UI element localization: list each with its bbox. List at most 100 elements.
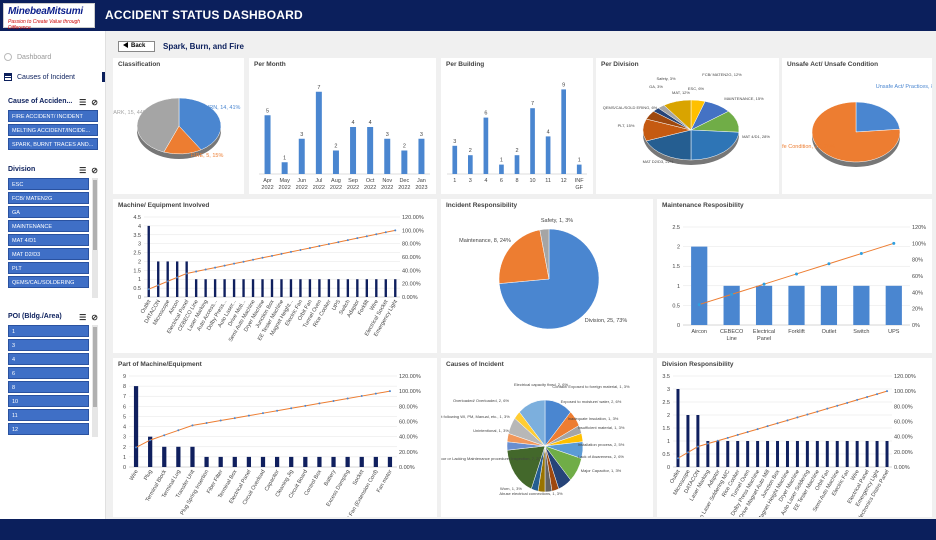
slicer-item-division[interactable]: ESC xyxy=(8,178,89,190)
pie-slice[interactable] xyxy=(690,129,740,161)
bar[interactable] xyxy=(346,279,350,297)
bar[interactable] xyxy=(289,279,293,297)
bar[interactable] xyxy=(373,456,378,467)
poi-scrollbar[interactable] xyxy=(92,325,98,437)
bar[interactable] xyxy=(162,446,167,467)
bar[interactable] xyxy=(337,279,340,297)
bar[interactable] xyxy=(261,279,264,297)
pie-slice[interactable] xyxy=(178,97,222,151)
bar[interactable] xyxy=(298,138,305,174)
bar[interactable] xyxy=(147,225,150,297)
slicer-item-poi[interactable]: 10 xyxy=(8,395,89,407)
bar[interactable] xyxy=(242,279,245,297)
slicer-item-poi[interactable]: 11 xyxy=(8,409,89,421)
bar[interactable] xyxy=(766,441,770,467)
bar[interactable] xyxy=(853,285,870,325)
bar[interactable] xyxy=(452,145,458,174)
pie-slice[interactable] xyxy=(539,228,550,280)
bar[interactable] xyxy=(835,441,839,467)
bar[interactable] xyxy=(785,441,789,467)
bar[interactable] xyxy=(317,456,322,467)
bar[interactable] xyxy=(299,279,302,297)
bar[interactable] xyxy=(825,441,829,467)
bar[interactable] xyxy=(327,279,331,297)
bar[interactable] xyxy=(270,279,274,297)
bar[interactable] xyxy=(331,456,336,467)
slicer-item-poi[interactable]: 4 xyxy=(8,353,89,365)
bar[interactable] xyxy=(204,279,207,297)
bar[interactable] xyxy=(185,261,188,297)
bar[interactable] xyxy=(726,441,730,467)
bar[interactable] xyxy=(384,138,391,174)
bar[interactable] xyxy=(483,117,489,174)
pie-slice[interactable] xyxy=(855,101,901,133)
slicer-item-poi[interactable]: 8 xyxy=(8,381,89,393)
slicer-item-division[interactable]: MAINTENANCE xyxy=(8,220,89,232)
bar[interactable] xyxy=(576,164,582,174)
clear-filter-icon[interactable]: ⊘ xyxy=(91,313,98,322)
bar[interactable] xyxy=(805,441,809,467)
bar[interactable] xyxy=(736,441,740,467)
pie-slice[interactable] xyxy=(663,99,692,131)
bar[interactable] xyxy=(232,456,237,467)
bar[interactable] xyxy=(133,386,139,467)
bar[interactable] xyxy=(264,115,271,174)
bar[interactable] xyxy=(788,285,805,325)
multi-select-icon[interactable]: ☰ xyxy=(79,166,87,175)
pie-slice[interactable] xyxy=(506,445,546,490)
bar[interactable] xyxy=(756,441,760,467)
bar[interactable] xyxy=(157,261,160,297)
slicer-item-division[interactable]: QEMS/CAL/SOLDERING xyxy=(8,276,89,288)
bar[interactable] xyxy=(820,285,838,325)
pie-slice[interactable] xyxy=(498,229,550,284)
bar[interactable] xyxy=(401,150,408,175)
bar[interactable] xyxy=(418,138,425,174)
bar[interactable] xyxy=(723,285,740,325)
slicer-item-poi[interactable]: 3 xyxy=(8,339,89,351)
bar[interactable] xyxy=(815,441,819,467)
bar[interactable] xyxy=(676,389,680,467)
bar[interactable] xyxy=(356,279,359,297)
bar[interactable] xyxy=(706,441,710,467)
bar[interactable] xyxy=(260,456,266,467)
bar[interactable] xyxy=(394,279,397,297)
slicer-item-division[interactable]: FCB/ MATEN2G xyxy=(8,192,89,204)
pie-slice[interactable] xyxy=(136,97,180,153)
bar[interactable] xyxy=(530,108,535,174)
bar[interactable] xyxy=(350,127,357,174)
bar[interactable] xyxy=(855,441,859,467)
pie-slice[interactable] xyxy=(645,129,692,161)
bar[interactable] xyxy=(190,446,195,467)
bar[interactable] xyxy=(795,441,799,467)
bar[interactable] xyxy=(251,279,255,297)
bar[interactable] xyxy=(176,261,179,297)
bar[interactable] xyxy=(367,127,374,174)
bar[interactable] xyxy=(746,441,750,467)
bar[interactable] xyxy=(332,150,339,175)
multi-select-icon[interactable]: ☰ xyxy=(79,313,87,322)
bar[interactable] xyxy=(885,285,902,325)
bar[interactable] xyxy=(280,279,283,297)
bar[interactable] xyxy=(561,89,566,174)
bar[interactable] xyxy=(545,136,551,174)
slicer-item-division[interactable]: MAT 4/D1 xyxy=(8,234,89,246)
bar[interactable] xyxy=(776,441,780,467)
bar[interactable] xyxy=(213,279,217,297)
bar[interactable] xyxy=(204,456,209,467)
bar[interactable] xyxy=(315,91,322,174)
bar[interactable] xyxy=(274,456,280,467)
bar[interactable] xyxy=(384,279,387,297)
division-scrollbar[interactable] xyxy=(92,178,98,298)
bar[interactable] xyxy=(359,456,364,467)
bar[interactable] xyxy=(365,279,368,297)
slicer-item-cause[interactable]: SPARK, BURNT TRACES AND... xyxy=(8,138,98,150)
slicer-item-division[interactable]: GA xyxy=(8,206,89,218)
multi-select-icon[interactable]: ☰ xyxy=(79,98,87,107)
slicer-item-cause[interactable]: MELTING ACCIDENT/INCIDE... xyxy=(8,124,98,136)
nav-dashboard[interactable]: Dashboard xyxy=(4,53,51,61)
bar[interactable] xyxy=(232,279,236,297)
bar[interactable] xyxy=(468,155,473,174)
pie-slice[interactable] xyxy=(811,101,901,163)
bar[interactable] xyxy=(218,456,223,467)
back-button[interactable]: Back xyxy=(118,41,155,52)
